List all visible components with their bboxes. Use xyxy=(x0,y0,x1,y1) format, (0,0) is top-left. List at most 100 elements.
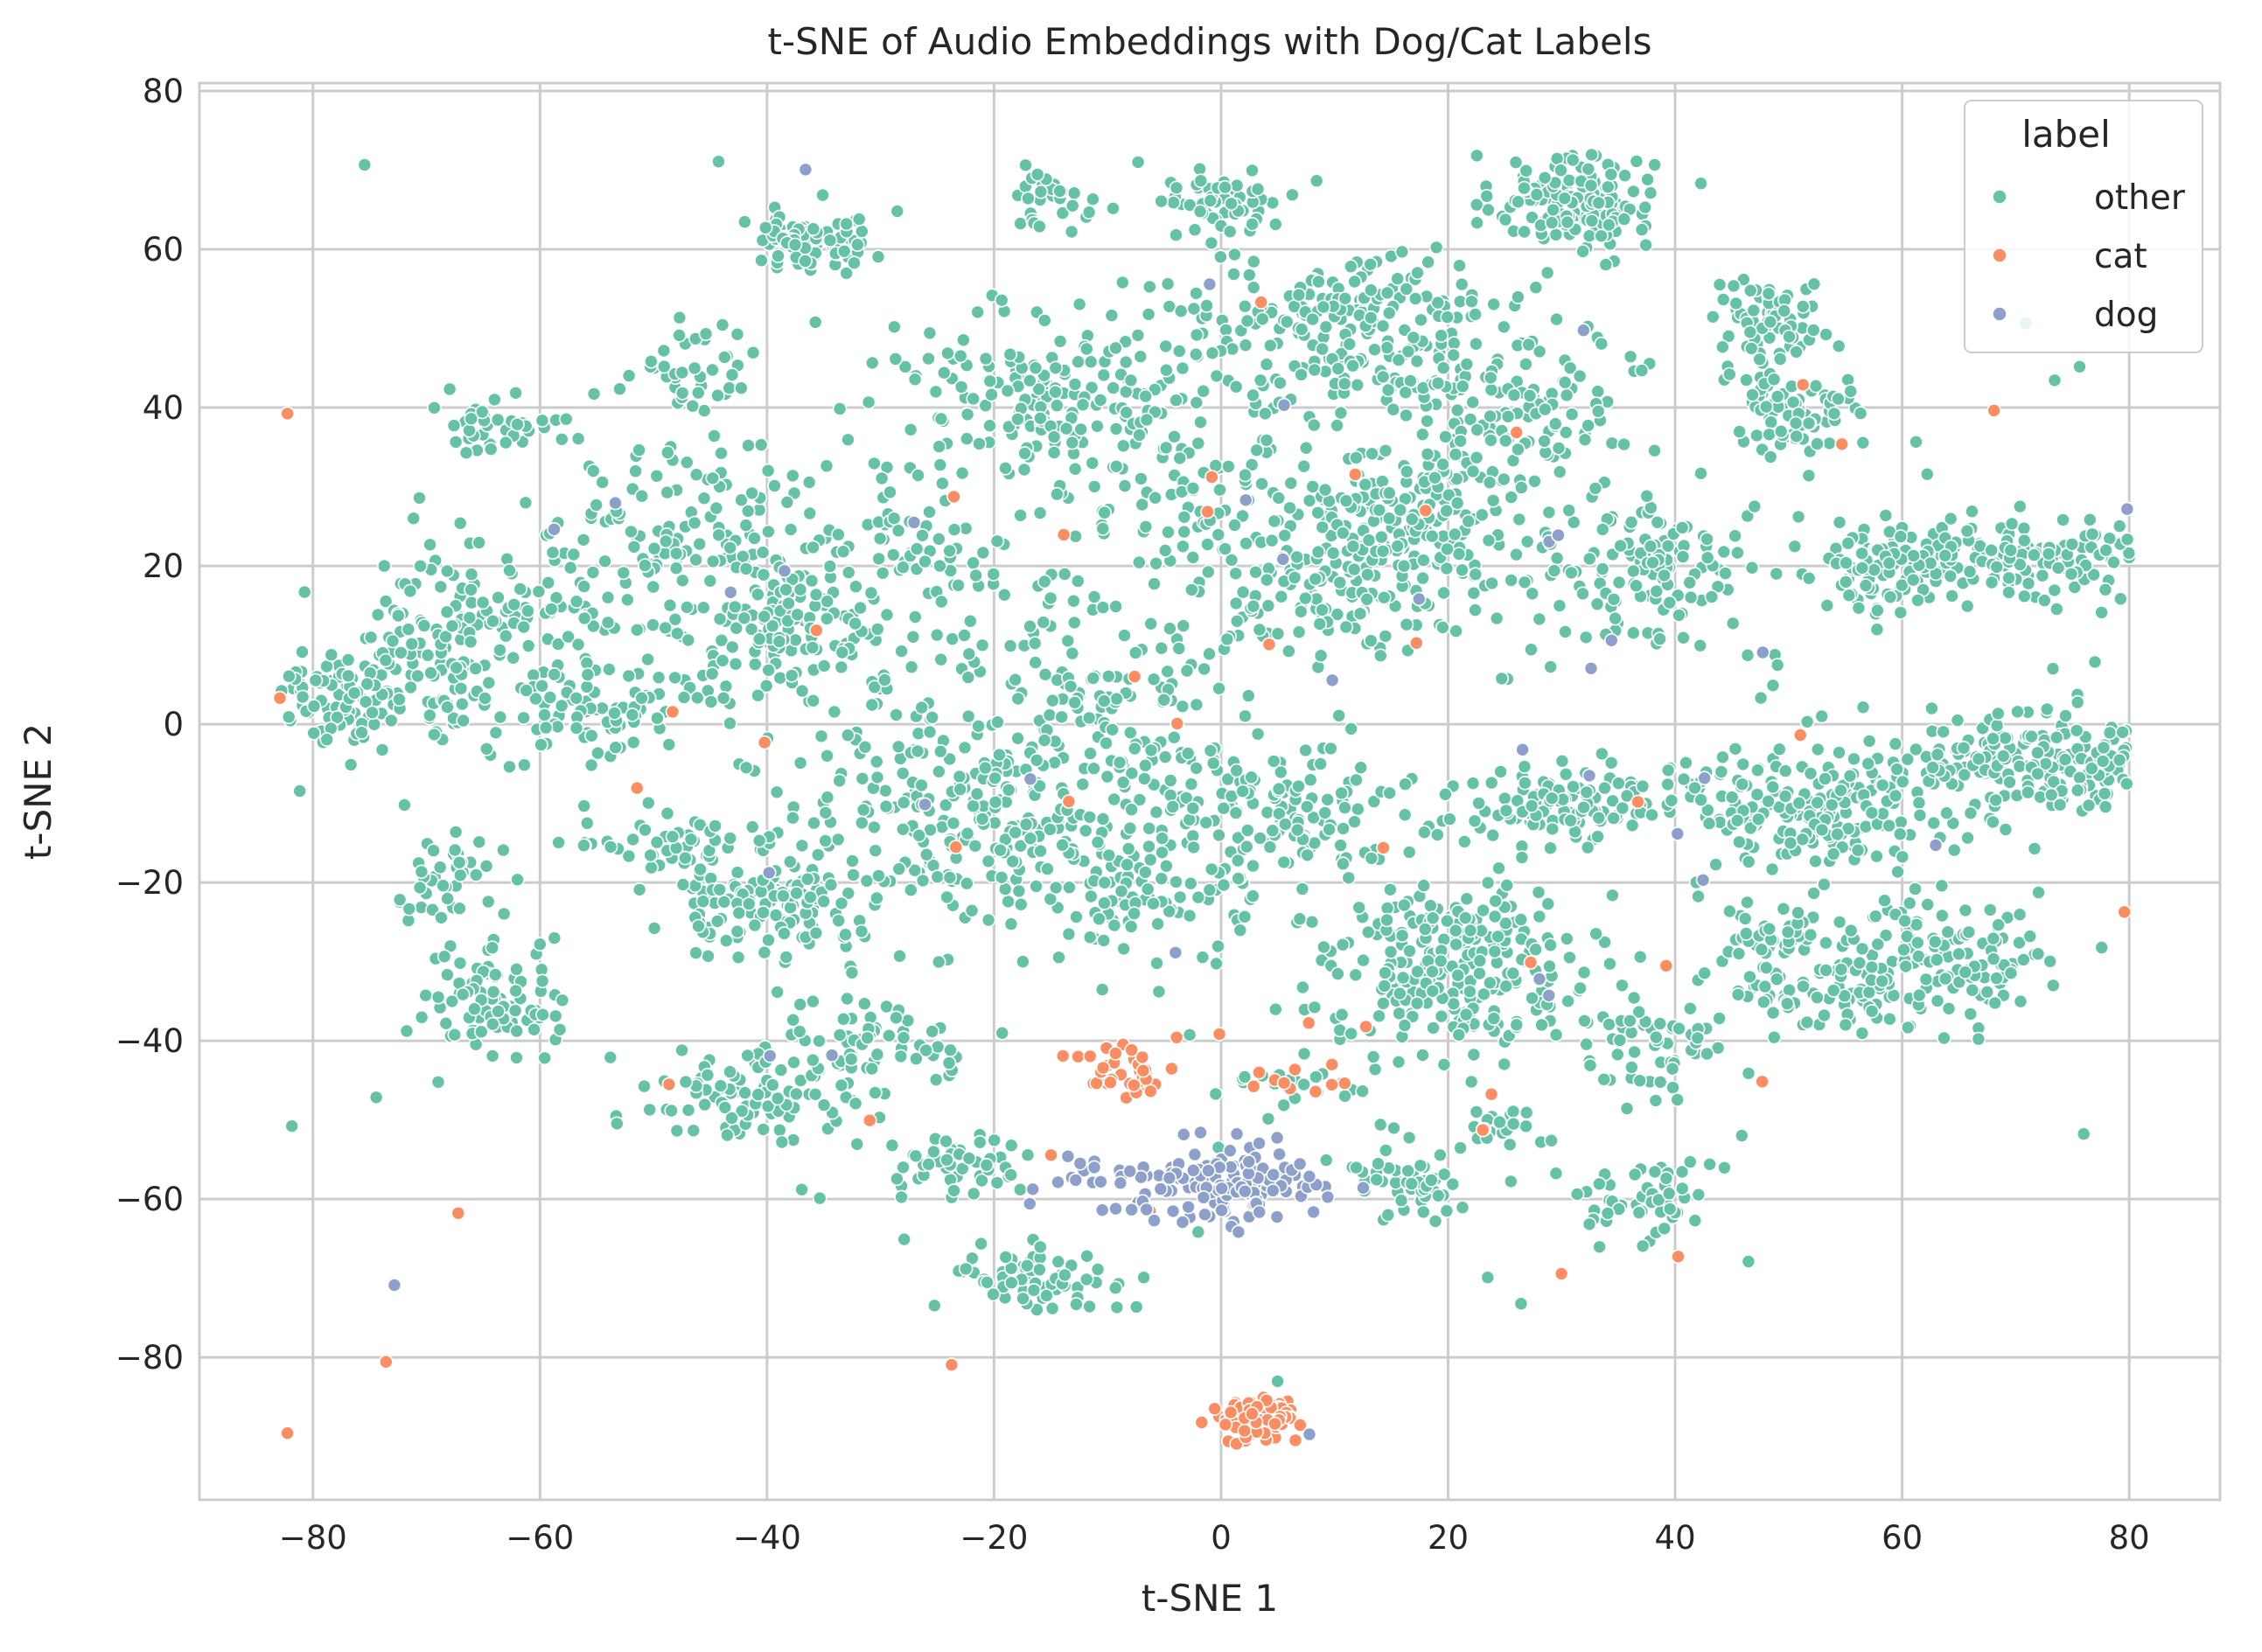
point-other xyxy=(1294,322,1309,337)
point-other xyxy=(1400,1163,1415,1179)
point-other xyxy=(2024,728,2039,744)
point-other xyxy=(2063,566,2079,582)
point-other xyxy=(863,585,879,601)
point-other xyxy=(1749,428,1764,443)
point-other xyxy=(1189,327,1204,343)
point-other xyxy=(930,869,945,885)
point-other xyxy=(1399,282,1414,296)
point-other xyxy=(649,468,665,484)
point-other xyxy=(1109,1300,1125,1315)
point-other xyxy=(844,965,860,980)
point-other xyxy=(678,1074,694,1090)
point-other xyxy=(1378,629,1393,644)
point-other xyxy=(1364,282,1379,298)
point-other xyxy=(1176,524,1191,540)
point-other xyxy=(1745,387,1760,402)
point-other xyxy=(1553,163,1568,178)
point-other xyxy=(928,384,944,400)
point-other xyxy=(1380,382,1396,398)
point-other xyxy=(562,560,578,575)
point-other xyxy=(1096,933,1112,948)
point-other xyxy=(1060,633,1076,649)
point-other xyxy=(1159,362,1174,378)
point-other xyxy=(481,675,497,691)
point-other xyxy=(1032,219,1047,234)
point-other xyxy=(1545,791,1560,806)
point-other xyxy=(1937,971,1953,986)
point-other xyxy=(1176,539,1190,554)
point-other xyxy=(1854,941,1870,957)
point-other xyxy=(1423,898,1438,913)
point-other xyxy=(1200,537,1215,552)
point-other xyxy=(1747,498,1763,514)
point-other xyxy=(960,407,975,422)
point-other xyxy=(753,884,769,899)
point-other xyxy=(1479,189,1494,204)
point-other xyxy=(1124,802,1139,818)
point-other xyxy=(1073,422,1088,437)
point-other xyxy=(1193,173,1209,188)
point-other xyxy=(756,905,771,920)
point-other xyxy=(981,854,996,869)
point-other xyxy=(915,873,931,889)
point-other xyxy=(1451,1028,1467,1042)
point-other xyxy=(945,631,960,646)
point-other xyxy=(1595,522,1610,537)
point-other xyxy=(1569,1187,1585,1202)
point-other xyxy=(1119,405,1134,420)
point-other xyxy=(2097,786,2112,801)
point-other xyxy=(688,945,703,960)
point-other xyxy=(1497,471,1511,487)
point-other xyxy=(600,615,616,631)
point-other xyxy=(1156,692,1171,708)
point-other xyxy=(1246,387,1260,403)
point-other xyxy=(2102,725,2118,741)
point-other xyxy=(1394,928,1410,944)
point-other xyxy=(597,554,612,569)
point-other xyxy=(1410,265,1425,281)
point-other xyxy=(2098,542,2113,558)
point-other xyxy=(1505,965,1521,981)
point-other xyxy=(1292,911,1308,926)
point-other xyxy=(1067,377,1083,392)
point-other xyxy=(1449,624,1463,638)
point-other xyxy=(2031,885,2046,900)
point-other xyxy=(1382,785,1397,801)
point-other xyxy=(1238,298,1253,314)
point-other xyxy=(932,439,946,454)
point-other xyxy=(1212,482,1227,498)
point-other xyxy=(2098,799,2113,814)
point-other xyxy=(1453,433,1468,449)
point-other xyxy=(921,351,936,366)
point-other xyxy=(1071,354,1086,370)
point-other xyxy=(1712,1011,1727,1026)
point-other xyxy=(1375,543,1391,559)
point-other xyxy=(1746,303,1762,318)
point-other xyxy=(1842,768,1858,784)
point-other xyxy=(667,670,682,686)
point-other xyxy=(771,634,787,649)
point-other xyxy=(1068,528,1083,544)
point-other xyxy=(933,652,948,667)
point-other xyxy=(812,1034,827,1049)
point-other xyxy=(2072,770,2087,785)
point-other xyxy=(1543,938,1558,952)
point-other xyxy=(1239,536,1253,551)
point-other xyxy=(517,757,532,773)
point-other xyxy=(1268,1001,1283,1017)
point-other xyxy=(1480,875,1496,890)
point-other xyxy=(452,515,468,531)
point-other xyxy=(1532,344,1547,359)
point-other xyxy=(1031,381,1046,397)
point-other xyxy=(695,894,711,909)
point-other xyxy=(1486,296,1501,312)
point-other xyxy=(1650,514,1665,530)
point-other xyxy=(1208,1086,1224,1102)
point-other xyxy=(646,617,660,632)
point-other xyxy=(485,613,500,629)
point-other xyxy=(281,709,297,725)
point-other xyxy=(2002,775,2017,790)
point-other xyxy=(1383,944,1399,959)
point-other xyxy=(1108,458,1124,474)
point-other xyxy=(1095,812,1111,826)
